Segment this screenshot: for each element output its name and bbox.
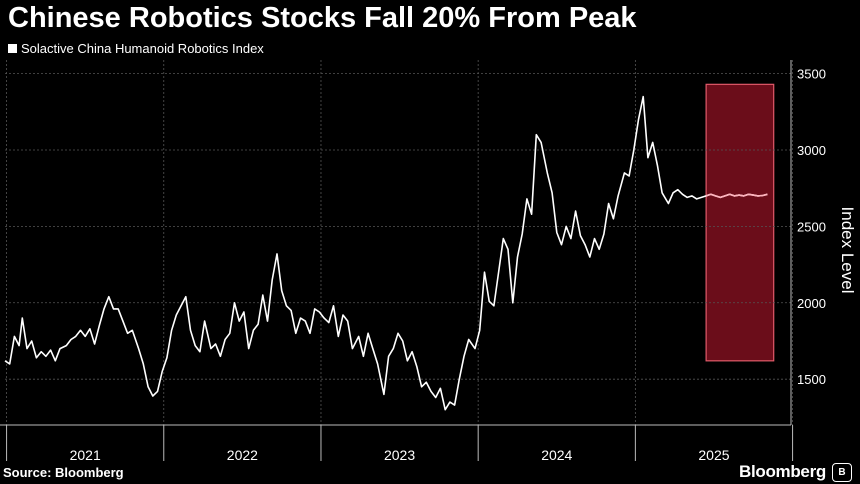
source-note: Source: Bloomberg: [3, 465, 124, 480]
x-tick-label-2022: 2022: [227, 447, 258, 463]
y-tick-label-1500: 1500: [797, 372, 826, 387]
y-tick-label-2000: 2000: [797, 296, 826, 311]
x-tick-label-2021: 2021: [70, 447, 101, 463]
series-line-highlight-0: [705, 193, 768, 199]
x-tick-label-2024: 2024: [541, 447, 572, 463]
bloomberg-badge-icon: B: [832, 463, 852, 482]
legend: Solactive China Humanoid Robotics Index: [8, 41, 264, 56]
y-axis-label: Index Level: [838, 207, 857, 294]
series-line-0: [4, 95, 768, 411]
bloomberg-logo: Bloomberg: [738, 462, 826, 481]
x-tick-label-2023: 2023: [384, 447, 415, 463]
highlight-box: [705, 83, 775, 362]
y-tick-label-3000: 3000: [797, 143, 826, 158]
legend-label: Solactive China Humanoid Robotics Index: [21, 41, 264, 56]
y-tick-label-3500: 3500: [797, 67, 826, 82]
y-tick-label-2500: 2500: [797, 219, 826, 234]
legend-swatch: [8, 44, 17, 53]
x-tick-label-2025: 2025: [698, 447, 729, 463]
chart-title: Chinese Robotics Stocks Fall 20% From Pe…: [8, 2, 637, 34]
